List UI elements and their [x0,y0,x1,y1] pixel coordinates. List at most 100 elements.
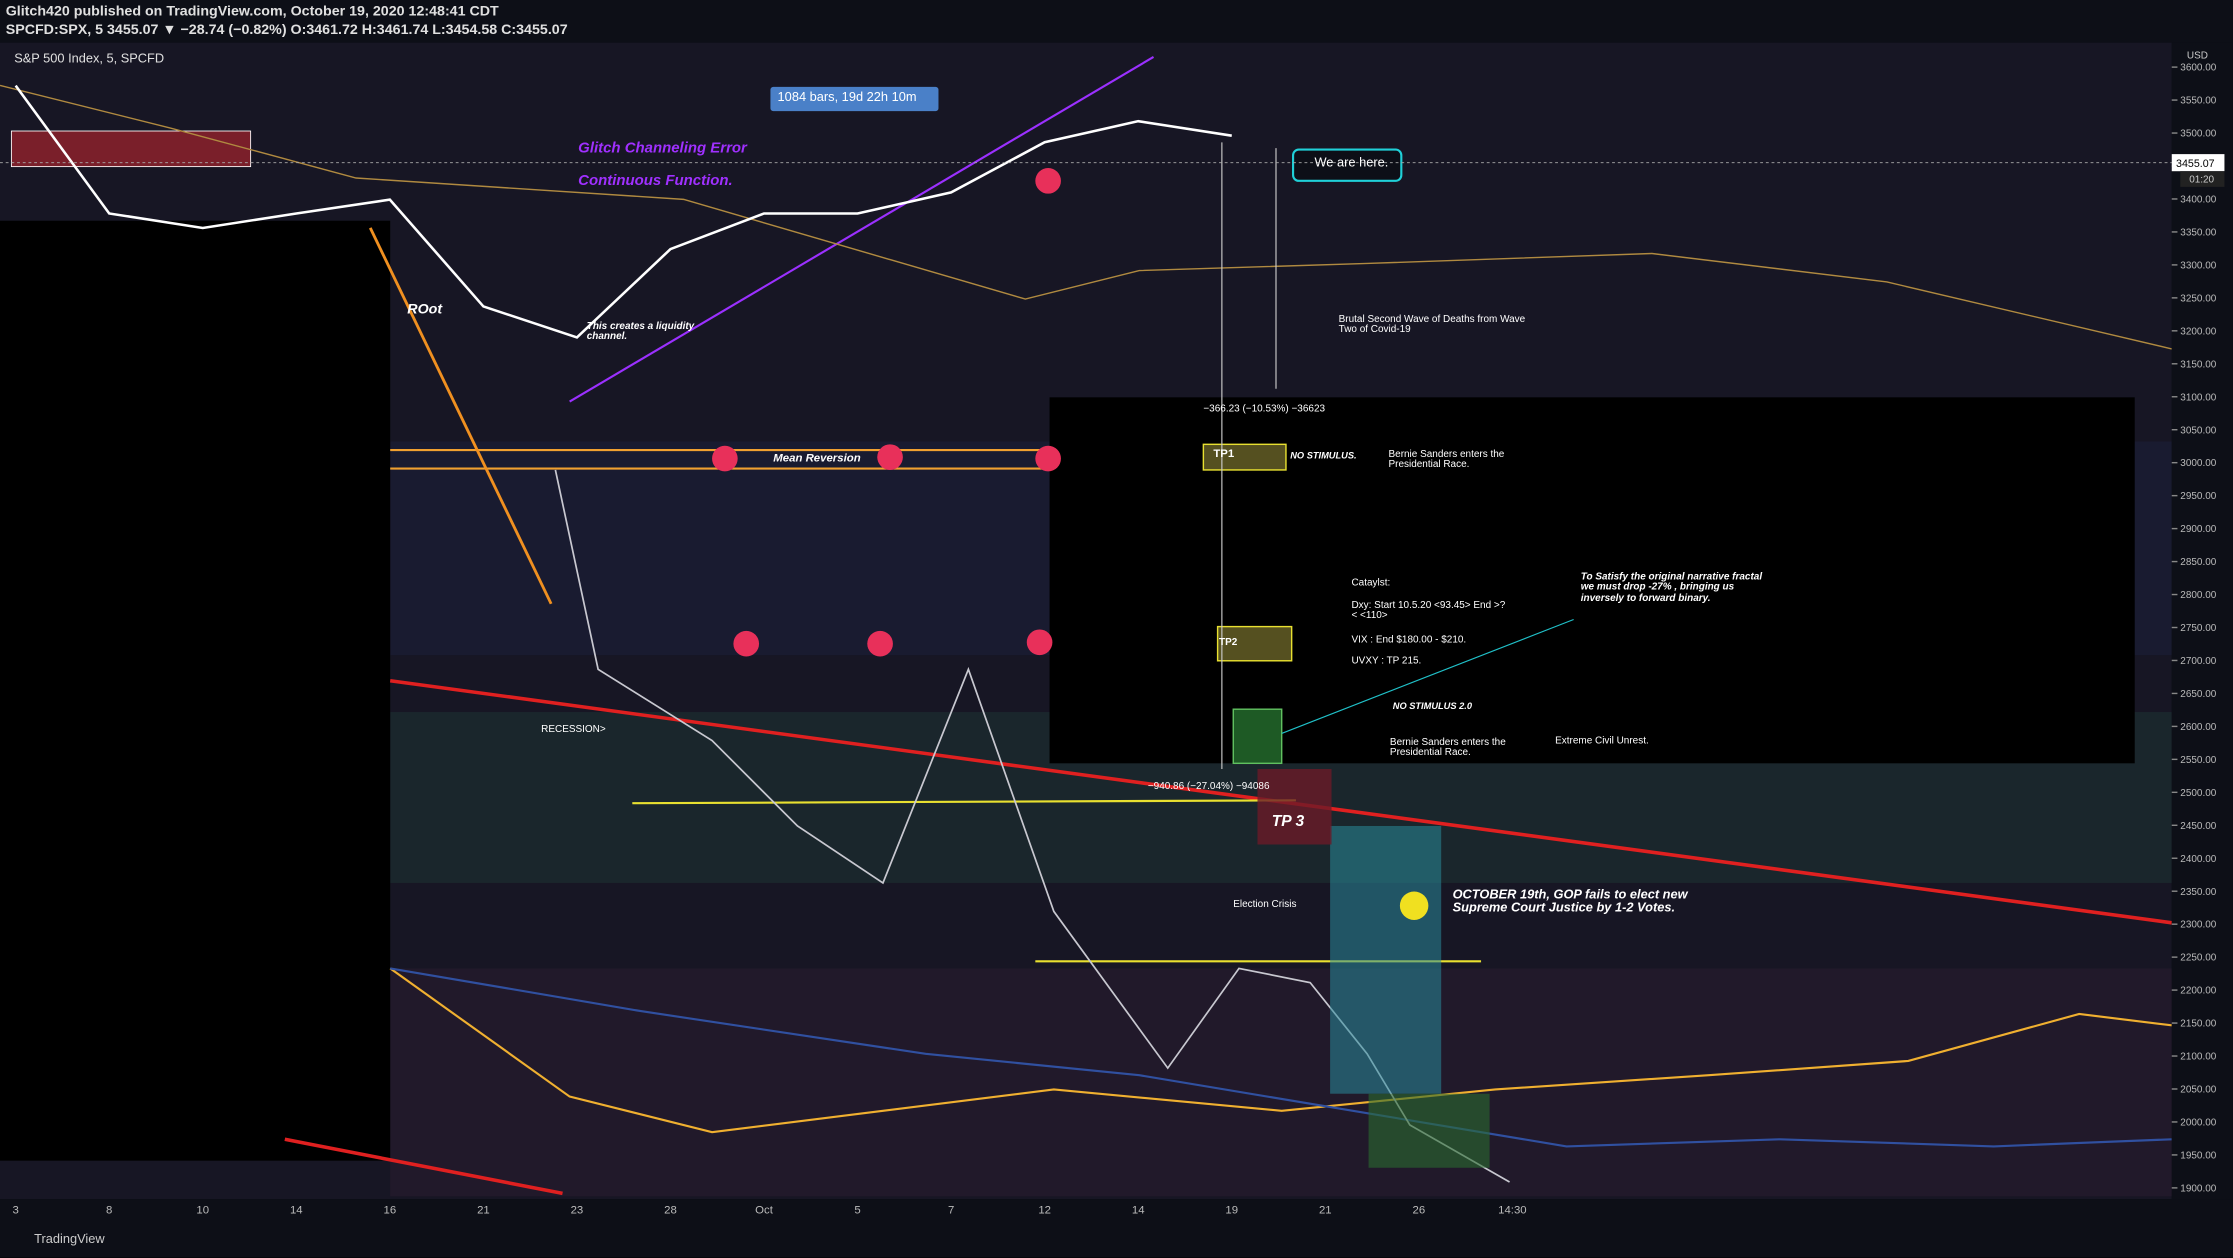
y-tick-label: 2100.00 [2180,1052,2216,1063]
y-tick-label: 3250.00 [2180,293,2216,304]
x-tick-label: 14 [1132,1204,1145,1216]
y-tick-label: 3100.00 [2180,392,2216,403]
x-tick-label: 3 [13,1204,19,1216]
x-tick-label: 8 [106,1204,112,1216]
y-tick-label: 2300.00 [2180,920,2216,931]
chart-title: S&P 500 Index, 5, SPCFD [14,51,164,66]
y-tick-label: 2000.00 [2180,1118,2216,1129]
x-tick-label: 19 [1225,1204,1238,1216]
y-tick-label: 2800.00 [2180,590,2216,601]
y-tick-label: 3200.00 [2180,326,2216,337]
footer-brand: TradingView [34,1231,105,1246]
tp-box [1216,625,1293,662]
x-tick-label: 14 [290,1204,303,1216]
x-markers [712,168,1061,657]
y-tick-label: 3000.00 [2180,458,2216,469]
x-tick-label: 5 [854,1204,860,1216]
last-price-badge [2171,154,2225,172]
y-tick-label: 2950.00 [2180,491,2216,502]
countdown: 01:20 [2189,175,2214,186]
annotation: We are here. [1314,155,1389,170]
annotation: Mean Reversion [773,451,861,465]
x-tick-label: 16 [384,1204,397,1216]
x-tick-label: 7 [948,1204,954,1216]
level-line [632,799,1296,805]
x-tick-label: 26 [1413,1204,1426,1216]
annotation: Glitch Channeling Error [578,139,747,157]
annotation: Continuous Function. [578,172,733,190]
annotation: Election Crisis [1233,900,1297,910]
y-tick-label: 3600.00 [2180,63,2216,74]
y-tick-label: 3500.00 [2180,129,2216,140]
annotation: NO STIMULUS. [1290,451,1357,462]
annotation: Extreme Civil Unrest. [1555,736,1649,747]
annotation: TP1 [1213,447,1235,460]
x-tick-label: 12 [1038,1204,1051,1216]
supply-zone [10,130,252,168]
x-tick-label: 10 [196,1204,209,1216]
annotation: ROot [407,301,443,318]
symbol-line: SPCFD:SPX, 5 3455.07 ▼ −28.74 (−0.82%) O… [5,22,568,39]
y-tick-label: 3400.00 [2180,195,2216,206]
price-axis [2171,42,2233,1200]
annotation: −366.23 (−10.53%) −36623 [1203,404,1326,415]
publish-line: Glitch420 published on TradingView.com, … [5,4,499,20]
y-tick-label: 2750.00 [2180,623,2216,634]
y-tick-label: 3300.00 [2180,260,2216,271]
x-tick-label: 14:30 [1498,1204,1526,1216]
countdown-badge [2180,171,2225,187]
range-badge [770,86,939,112]
projection-box [1257,769,1332,845]
trend-line [284,1137,563,1196]
ma-line [0,84,2172,350]
last-price-label: 3455.07 [2176,158,2215,170]
ma-line [389,967,2172,1134]
y-tick-label: 1950.00 [2180,1150,2216,1161]
annotation: Bernie Sanders enters the Presidential R… [1388,450,1505,471]
tp-box [1232,708,1283,765]
annotation: This creates a liquidity channel. [586,321,695,343]
black-box [0,220,391,1161]
annotation: NO STIMULUS 2.0 [1392,702,1472,713]
y-tick-label: 2200.00 [2180,986,2216,997]
y-tick-label: 3050.00 [2180,425,2216,436]
callout [1292,148,1403,182]
annotation: Brutal Second Wave of Deaths from Wave T… [1338,314,1526,336]
x-tick-label: Oct [755,1204,774,1216]
annotation: TP 3 [1271,813,1305,831]
currency: USD [2187,50,2208,61]
y-tick-label: 2850.00 [2180,557,2216,568]
projection-box [1330,825,1442,1094]
annotation: Bernie Sanders enters the Presidential R… [1389,737,1506,759]
y-tick-label: 3350.00 [2180,227,2216,238]
x-tick-label: 28 [664,1204,677,1216]
projection-box [1368,1093,1490,1168]
x-tick-label: 23 [571,1204,584,1216]
annotation: OCTOBER 19th, GOP fails to elect new Sup… [1452,887,1688,915]
annotation: RECESSION> [541,724,606,735]
y-tick-label: 2250.00 [2180,953,2216,964]
y-tick-label: 1900.00 [2180,1183,2216,1194]
y-tick-label: 2650.00 [2180,689,2216,700]
y-tick-label: 2550.00 [2180,755,2216,766]
y-tick-label: 2150.00 [2180,1019,2216,1030]
y-tick-label: 2900.00 [2180,524,2216,535]
annotation: Dxy: Start 10.5.20 <93.45> End >?< <110> [1351,600,1506,622]
annotation: To Satisfy the original narrative fracta… [1580,572,1763,604]
y-tick-label: 2450.00 [2180,821,2216,832]
annotation: UVXY : TP 215. [1351,656,1422,667]
annotation: Cataylst: [1351,578,1391,589]
trend-line [368,227,553,605]
annotation: TP2 [1219,637,1238,648]
annotation: −940.86 (−27.04%) −94086 [1147,781,1270,792]
y-tick-label: 3150.00 [2180,359,2216,370]
time-axis [0,1199,2233,1258]
annotation: VIX : End $180.00 - $210. [1351,635,1467,646]
price-line [14,84,1232,339]
y-tick-label: 3550.00 [2180,96,2216,107]
y-tick-label: 2050.00 [2180,1085,2216,1096]
channel-line [569,56,1155,403]
